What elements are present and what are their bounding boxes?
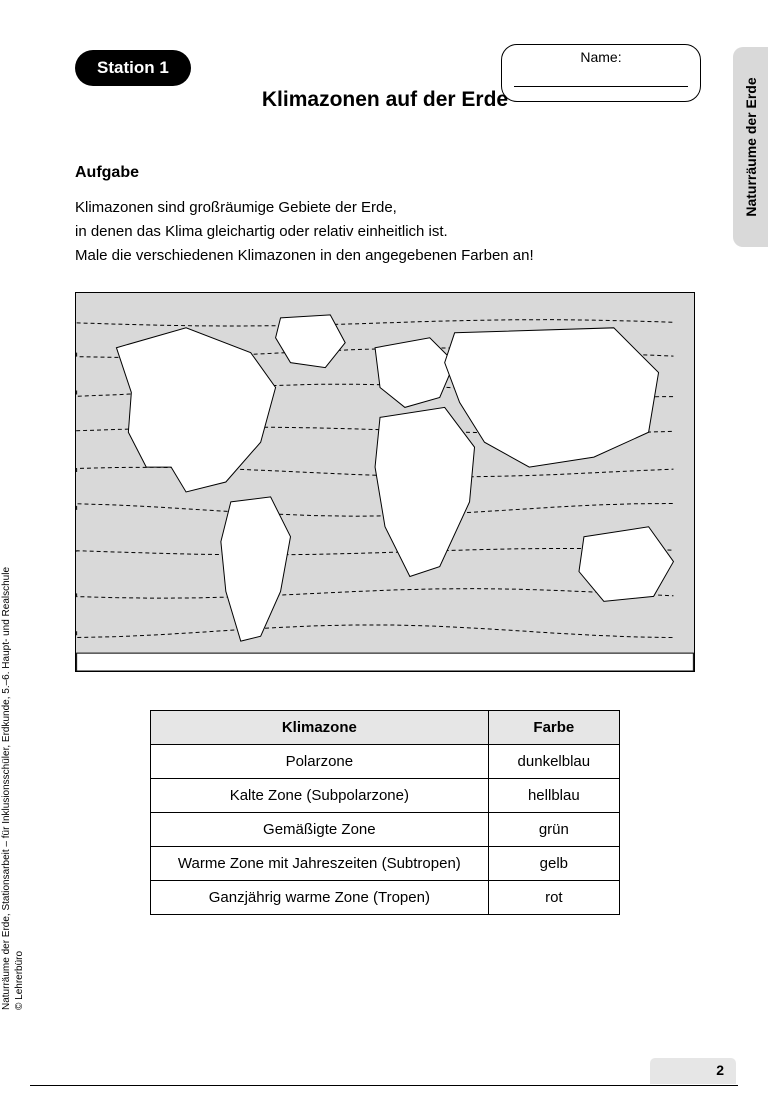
continent-north-america (116, 328, 275, 492)
table-header-row: Klimazone Farbe (151, 711, 620, 745)
task-text: Klimazonen sind großräumige Gebiete der … (75, 196, 695, 268)
task-heading: Aufgabe (75, 164, 695, 182)
table-cell: grün (488, 813, 619, 847)
page-title: Klimazonen auf der Erde (75, 88, 695, 112)
task-line: Klimazonen sind großräumige Gebiete der … (75, 196, 695, 220)
climate-zone-line (77, 625, 674, 638)
table-cell: hellblau (488, 779, 619, 813)
name-field-line[interactable] (514, 69, 688, 87)
table-cell: Ganzjährig warme Zone (Tropen) (151, 881, 489, 915)
table-row: Polarzonedunkelblau (151, 745, 620, 779)
footer-rule (30, 1085, 738, 1086)
table-cell: Gemäßigte Zone (151, 813, 489, 847)
climate-zone-line (77, 503, 674, 516)
spine-line: Naturräume der Erde, Stationsarbeit – fü… (0, 567, 13, 1010)
side-tab-label: Naturräume der Erde (743, 77, 759, 216)
name-field-label: Name: (502, 45, 700, 65)
climate-zone-table: Klimazone Farbe PolarzonedunkelblauKalte… (150, 710, 620, 915)
continent-australia (579, 527, 674, 602)
continent-greenland (276, 315, 346, 368)
table-cell: rot (488, 881, 619, 915)
table-header-cell: Klimazone (151, 711, 489, 745)
continent-antarctica (77, 653, 694, 671)
table-row: Gemäßigte Zonegrün (151, 813, 620, 847)
task-line: Male die verschiedenen Klimazonen in den… (75, 244, 695, 268)
table-cell: dunkelblau (488, 745, 619, 779)
climate-zone-line (77, 320, 674, 326)
continent-asia (445, 328, 659, 467)
page-content: Station 1 Name: Klimazonen auf der Erde … (75, 50, 695, 915)
continent-africa (375, 407, 474, 576)
table-cell: Polarzone (151, 745, 489, 779)
spine-credit: Naturräume der Erde, Stationsarbeit – fü… (0, 567, 26, 1010)
table-header-cell: Farbe (488, 711, 619, 745)
task-line: in denen das Klima gleichartig oder rela… (75, 220, 695, 244)
table-row: Ganzjährig warme Zone (Tropen)rot (151, 881, 620, 915)
page-number: 2 (650, 1058, 736, 1084)
table-cell: Kalte Zone (Subpolarzone) (151, 779, 489, 813)
climate-zone-line (77, 589, 674, 599)
table-row: Warme Zone mit Jahreszeiten (Subtropen)g… (151, 847, 620, 881)
table-cell: gelb (488, 847, 619, 881)
continent-south-america (221, 497, 291, 641)
table-cell: Warme Zone mit Jahreszeiten (Subtropen) (151, 847, 489, 881)
header: Station 1 Name: Klimazonen auf der Erde (75, 50, 695, 120)
world-map (75, 292, 695, 672)
spine-line: © Lehrerbüro (13, 567, 26, 1010)
side-tab: Naturräume der Erde (733, 47, 768, 247)
station-badge: Station 1 (75, 50, 191, 86)
map-svg (76, 293, 694, 671)
table-row: Kalte Zone (Subpolarzone)hellblau (151, 779, 620, 813)
